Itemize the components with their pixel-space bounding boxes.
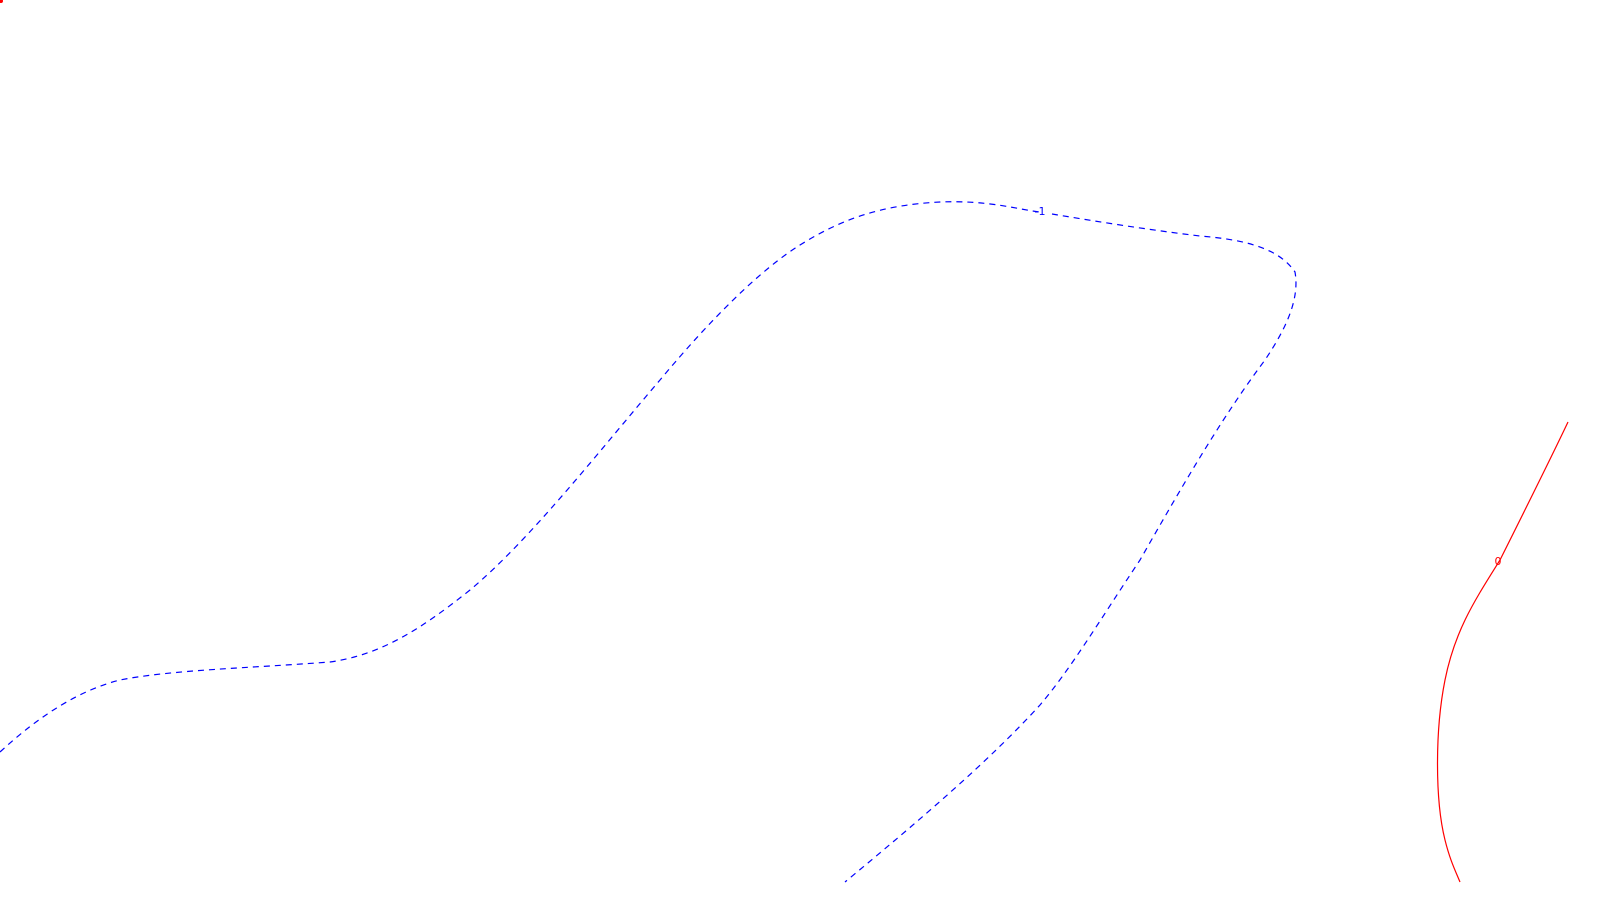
contour-line-neg1-left — [0, 201, 1041, 753]
corner-marker — [0, 0, 3, 3]
contour-line-neg1-right — [844, 213, 1297, 883]
contour-label-neg1: -1 — [1035, 205, 1046, 218]
contour-line-zero — [1436, 421, 1569, 883]
contour-label-zero: 0 — [1495, 555, 1502, 568]
